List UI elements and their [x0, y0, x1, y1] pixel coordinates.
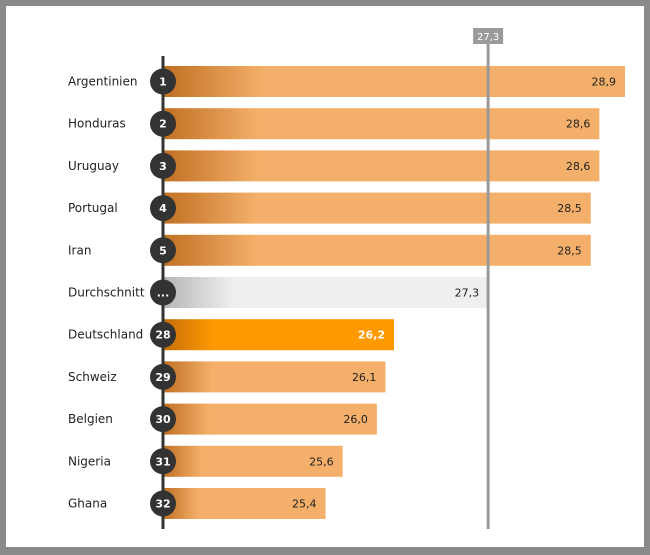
average-tag-label: 27,3	[477, 32, 499, 43]
rank-badge	[150, 448, 176, 475]
rank-number: 30	[155, 413, 171, 426]
value-label: 26,0	[343, 413, 368, 426]
value-label: 28,5	[557, 202, 582, 215]
category-label: Deutschland	[68, 328, 143, 342]
value-label: 27,3	[455, 287, 480, 300]
bar-nigeria	[163, 445, 343, 477]
rank-number: 5	[159, 244, 167, 257]
category-label: Honduras	[68, 117, 126, 131]
rank-badge	[150, 110, 176, 137]
category-label: Durchschnitt	[68, 286, 145, 300]
value-label: 28,6	[566, 160, 591, 173]
category-label: Portugal	[68, 201, 118, 215]
rank-number: 2	[159, 118, 167, 131]
bar-iran	[163, 234, 591, 266]
rank-number: 31	[155, 455, 170, 468]
category-label: Belgien	[68, 412, 113, 426]
chart-frame: 27,3 1 2 3 4 5... 28 29 30 31 32 28,9 Argentinien 2…	[6, 6, 644, 547]
value-label: 25,4	[292, 498, 317, 511]
value-label: 26,2	[358, 329, 385, 342]
average-tag	[473, 28, 504, 44]
rank-number: ...	[157, 287, 170, 300]
rank-badge	[150, 279, 176, 306]
rank-number: 32	[155, 498, 170, 511]
bar-argentinien	[163, 66, 625, 97]
rank-badge	[150, 321, 176, 348]
category-label: Nigeria	[68, 454, 111, 468]
bar-durchschnitt	[163, 277, 489, 308]
rank-number: 29	[155, 371, 170, 384]
category-label: Argentinien	[68, 75, 138, 89]
bar-deutschland	[163, 319, 394, 351]
bar-uruguay	[163, 150, 600, 182]
bar-portugal	[163, 192, 591, 224]
rank-badge	[150, 237, 176, 264]
bar-belgien	[163, 403, 377, 435]
bar-ghana	[163, 488, 326, 519]
rank-badge	[150, 363, 176, 390]
rank-number: 1	[159, 76, 167, 89]
value-label: 26,1	[352, 371, 377, 384]
rank-badge	[150, 68, 176, 95]
value-label: 25,6	[309, 455, 334, 468]
category-label: Ghana	[68, 497, 107, 511]
category-label: Schweiz	[68, 370, 117, 384]
rank-badge	[150, 195, 176, 222]
ranking-bar-chart: 27,3 1 2 3 4 5... 28 29 30 31 32 28,9 Argentinien 2…	[68, 28, 625, 529]
category-label: Iran	[68, 243, 91, 257]
rank-number: 3	[159, 160, 167, 173]
value-label: 28,6	[566, 118, 591, 131]
rank-badge	[150, 406, 176, 433]
bar-honduras	[163, 108, 600, 140]
rank-badge	[150, 490, 176, 517]
rank-number: 28	[155, 329, 170, 342]
category-label: Uruguay	[68, 159, 119, 173]
rank-number: 4	[159, 202, 167, 215]
bar-schweiz	[163, 361, 386, 393]
value-label: 28,9	[592, 76, 617, 89]
rank-badge	[150, 152, 176, 179]
value-label: 28,5	[557, 244, 582, 257]
